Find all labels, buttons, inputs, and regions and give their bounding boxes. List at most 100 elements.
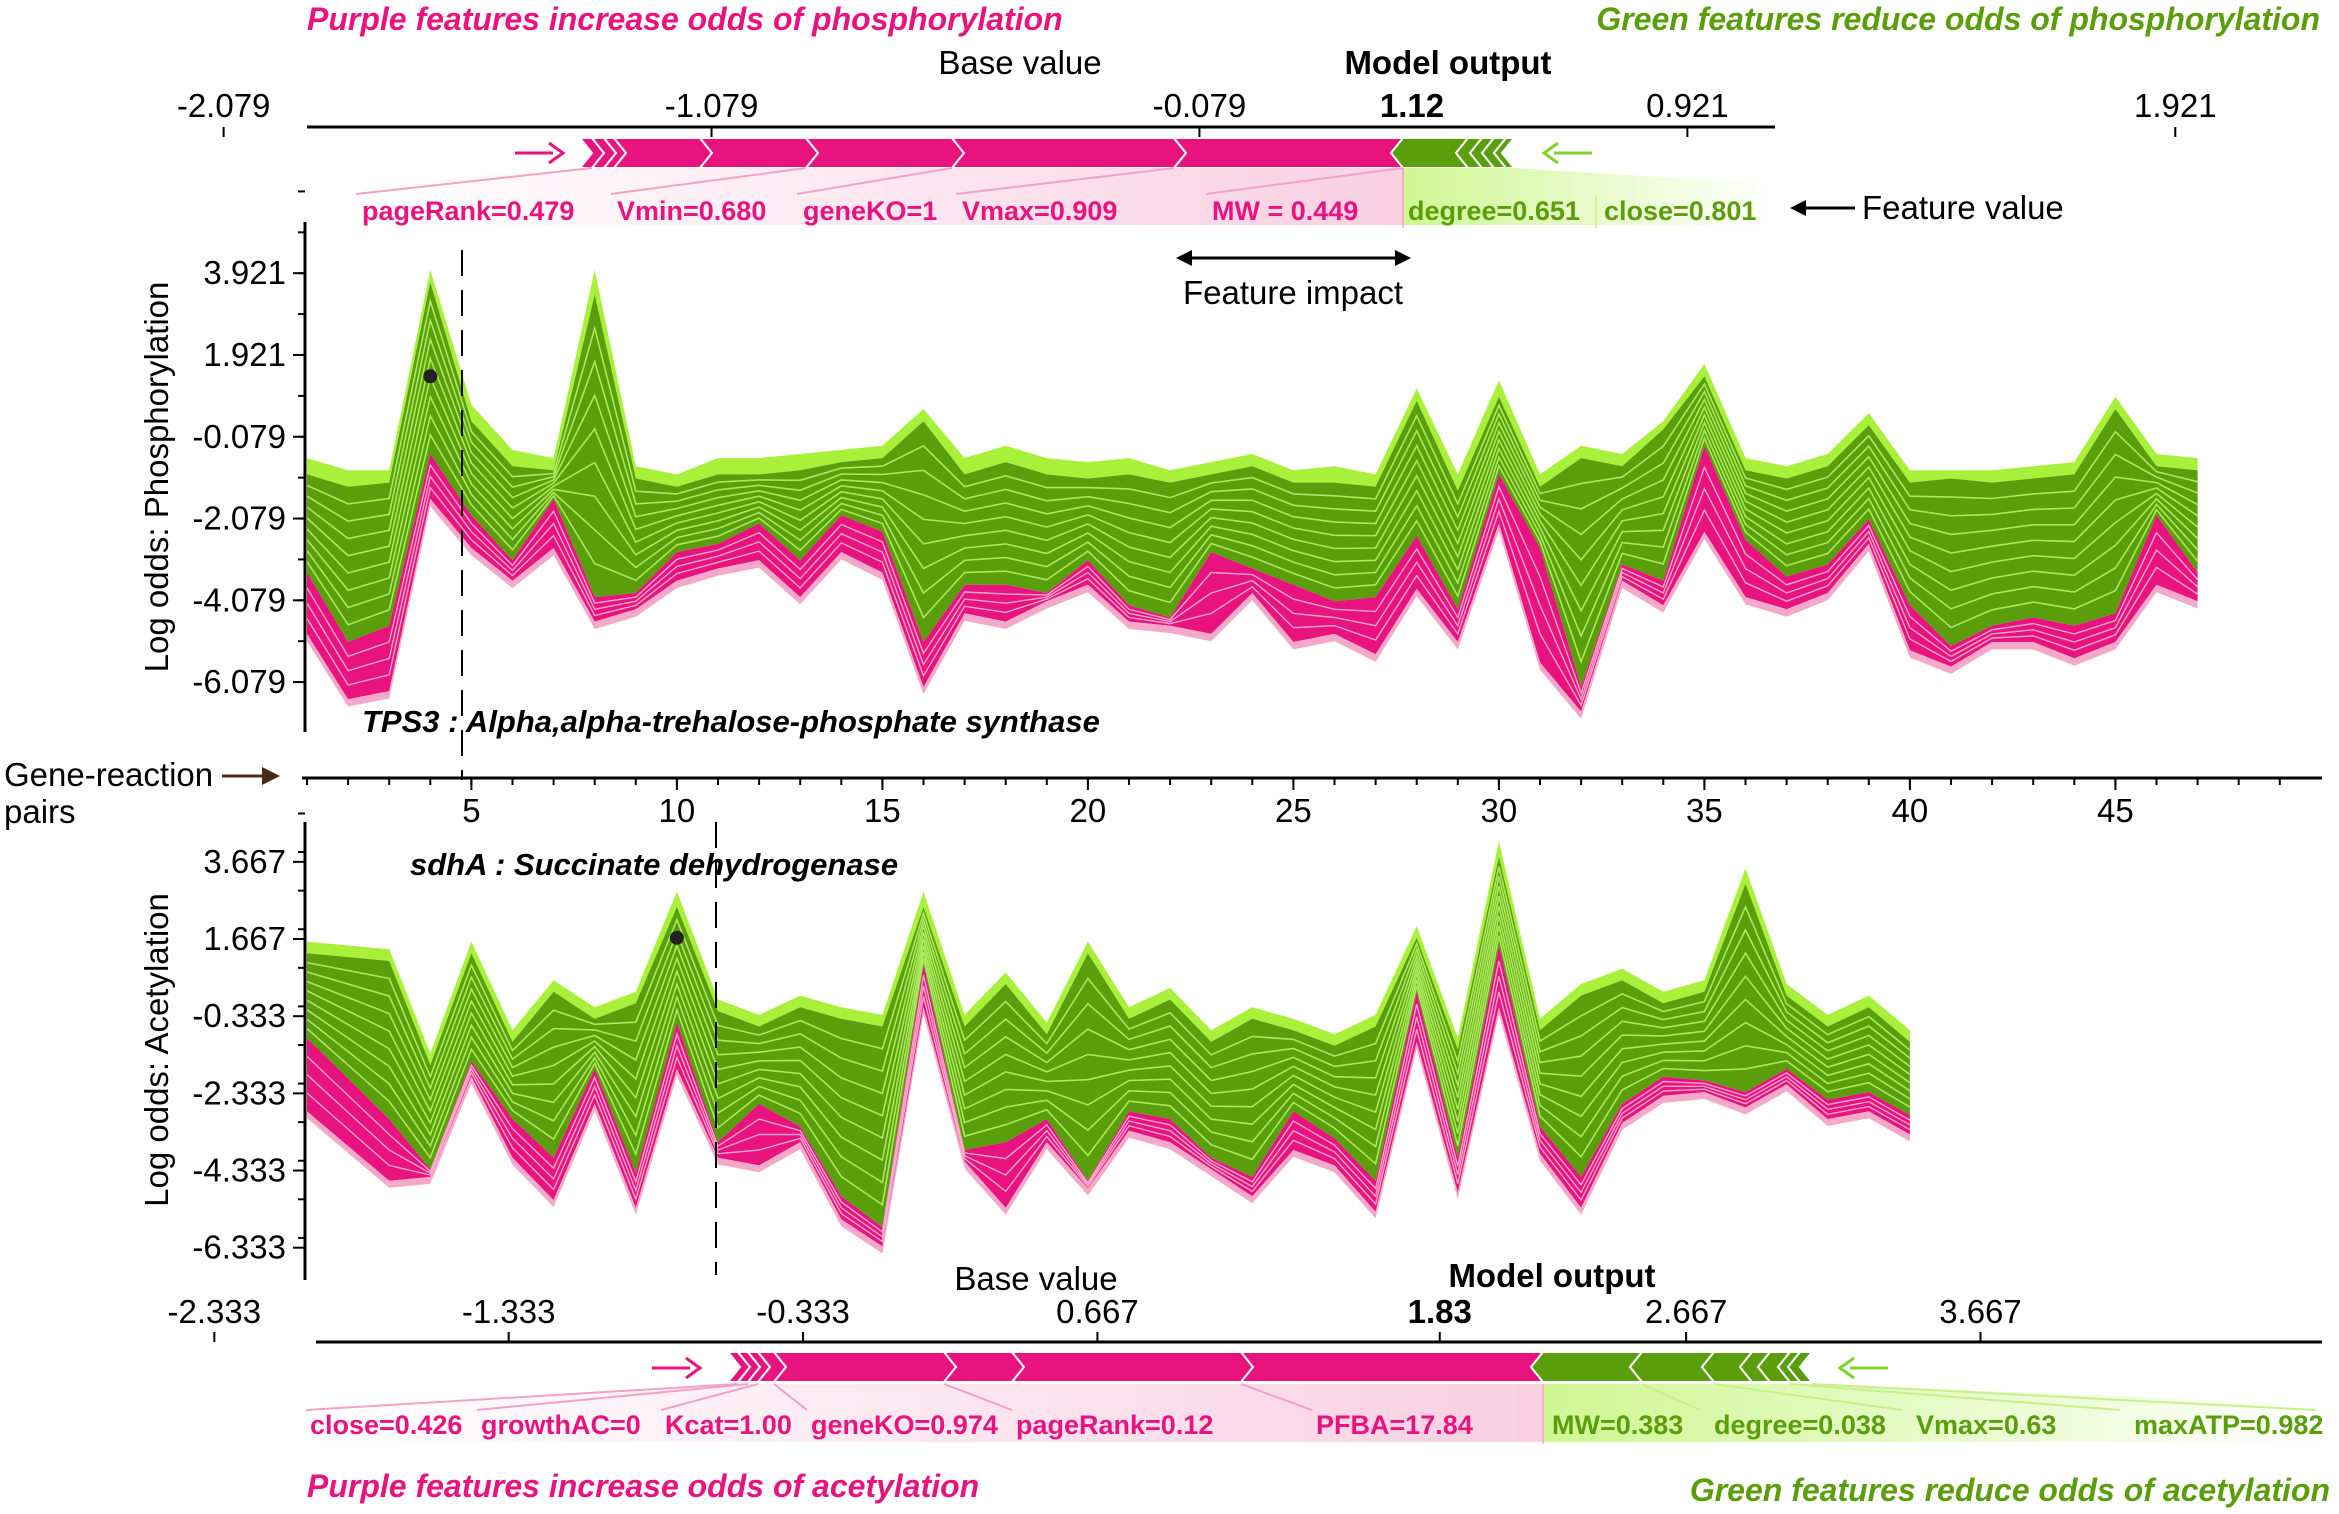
top-output-value: 1.12 [1380,87,1444,124]
gene-tick-label: 15 [864,792,901,829]
bottom-feature-leader [305,1383,739,1411]
top-push-down-feature: close=0.801 [1604,196,1756,226]
gene-tick-label: 30 [1481,792,1518,829]
top-feature-labels: pageRank=0.479 Vmin=0.680 geneKO=1 Vmax=0.9… [355,167,1775,228]
y-tick-label: -0.079 [192,418,286,455]
bottom-push-down-feature: maxATP=0.982 [2134,1410,2323,1440]
acetylation-y-label: Log odds: Acetylation [138,893,175,1207]
bottom-force-bar [652,1351,1888,1383]
green-contour-line [306,925,1911,1184]
force-tick-label: -0.079 [1153,87,1247,124]
bottom-pink-arrow-head [685,1356,703,1380]
force-tick-label: -2.333 [168,1293,262,1330]
bottom-feature-leader [1811,1383,2317,1411]
y-tick-label: -4.079 [192,581,286,618]
bottom-push-up-segment [1009,1351,1255,1383]
bottom-feature-leader [660,1383,759,1411]
bottom-push-down-segment [1529,1351,1645,1383]
tps3-label: TPS3 : Alpha,alpha-trehalose-phosphate s… [362,704,1100,739]
pink-contour-line [306,976,1911,1239]
gene-axis-arrow [222,767,280,785]
green-contour-line [306,935,1911,1207]
green-band [307,282,2198,687]
force-tick-label: 2.667 [1645,1293,1728,1330]
feature-impact-label: Feature impact [1183,274,1403,311]
phosphorylation-y-ticks: 3.921 1.921 -0.079 -2.079 -4.079 -6.079 [192,190,305,700]
top-base-value-label: Base value [938,44,1101,81]
feature-impact-annotation: Feature impact [1176,250,1411,311]
bottom-feature-leader [1789,1383,2121,1411]
green-contour-line [306,298,2198,506]
gene-tick-label: 5 [462,792,480,829]
top-green-wedge [1403,168,1775,225]
bottom-feature-leader [1713,1383,1903,1411]
green-contour-line [306,866,1911,1079]
feature-value-label: Feature value [1862,189,2064,226]
green-contour-line [306,355,2199,562]
force-tick-label: -1.079 [665,87,759,124]
green-contour-line [306,375,2199,587]
top-pink-wedge [362,168,1403,225]
gene-tick-label: 10 [659,792,696,829]
y-tick-label: -2.079 [192,500,286,537]
top-push-up-segment [611,137,714,169]
bottom-right-caption: Green features reduce odds of acetylatio… [1690,1472,2330,1508]
gene-axis-label-line2: pairs [4,793,76,830]
pink-contour-line [306,486,2198,708]
top-feature-leader [1205,167,1404,195]
force-tick-label: 0.921 [1646,87,1729,124]
pink-contour-line [306,960,1911,1234]
top-force-axis-ticks: -2.079 -1.079 -0.079 0.921 1.921 [177,87,2217,137]
gene-tick-label: 45 [2097,792,2134,829]
top-push-up-segment [1171,137,1417,169]
tps3-marker-dot [423,369,438,384]
top-feature-leader [610,167,807,195]
force-tick-label: 1.921 [2134,87,2217,124]
bottom-feature-labels: close=0.426 growthAC=0 Kcat=1.00 geneKO=0.9… [305,1383,2330,1444]
bottom-feature-leader [1240,1383,1313,1411]
top-push-up-segment [697,137,820,169]
top-force-bar [515,137,1592,169]
bottom-push-up-feature: growthAC=0 [481,1410,641,1440]
bottom-push-up-feature: close=0.426 [310,1410,462,1440]
y-tick-label: 1.667 [203,920,286,957]
light-green-band [307,270,2198,491]
phosphorylation-area-chart [306,270,2199,719]
top-push-up-segment [803,137,966,169]
top-model-output-label: Model output [1344,44,1551,81]
gene-tick-label: 40 [1892,792,1929,829]
green-contour-line [306,886,1911,1102]
pink-contour-line [306,991,1911,1243]
bottom-push-up-feature: geneKO=0.974 [811,1410,998,1440]
bottom-force-plot: Base value Model output -2.333 -1.333 -0.3… [168,1257,2330,1508]
bottom-push-up-feature: Kcat=1.00 [665,1410,792,1440]
y-tick-label: -2.333 [192,1074,286,1111]
top-force-plot: Purple features increase odds of phospho… [177,1,2320,311]
green-contour-line [306,317,2198,523]
top-left-caption: Purple features increase odds of phospho… [307,1,1063,37]
bottom-feature-leader [773,1383,808,1411]
pink-contour-line [306,463,2199,696]
green-contour-line [306,394,2199,613]
force-tick-label: 0.667 [1056,1293,1139,1330]
bottom-push-up-feature: PFBA=17.84 [1316,1410,1473,1440]
force-tick-label-output: 1.83 [1408,1293,1472,1330]
bottom-force-axis-ticks: -2.333 -1.333 -0.333 0.667 1.83 2.667 3.667 [168,1293,2022,1342]
bottom-push-up-feature: pageRank=0.12 [1016,1410,1213,1440]
y-tick-label: 3.921 [203,254,286,291]
y-tick-label: 1.921 [203,336,286,373]
top-push-up-feature: pageRank=0.479 [362,196,574,226]
top-green-arrow-head [1541,141,1559,165]
top-push-up-feature: Vmax=0.909 [962,196,1117,226]
y-tick-label: -4.333 [192,1152,286,1189]
y-tick-label: -0.333 [192,997,286,1034]
force-tick-label: -1.333 [462,1293,556,1330]
top-right-caption: Green features reduce odds of phosphoryl… [1596,1,2320,37]
green-contour-line [306,876,1911,1091]
top-push-up-segment [949,137,1188,169]
bottom-push-up-segment [1238,1351,1557,1383]
green-contour-line [306,915,1911,1162]
gene-tick-label: 20 [1070,792,1107,829]
top-push-up-feature: Vmin=0.680 [617,196,766,226]
